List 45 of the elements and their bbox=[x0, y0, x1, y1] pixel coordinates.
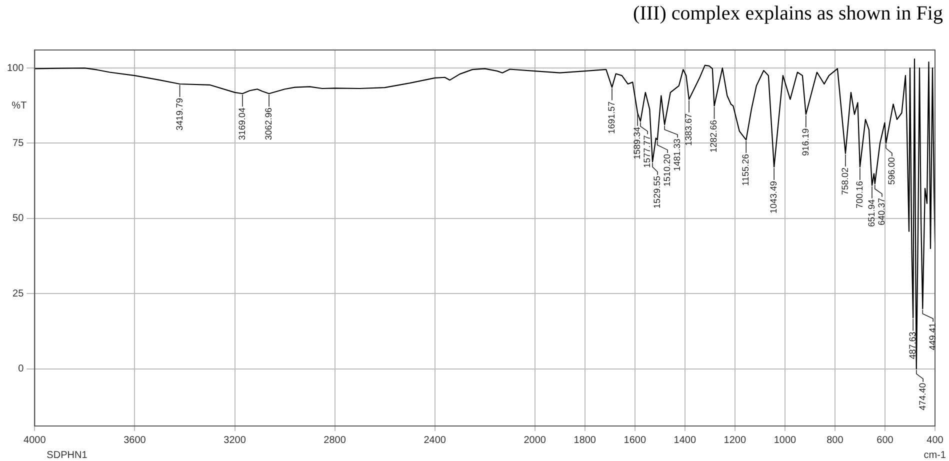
x-tick-label: 1400 bbox=[674, 434, 696, 446]
x-axis-title: cm-1 bbox=[924, 450, 946, 461]
annotation: 758.02 bbox=[840, 167, 850, 196]
annotation: 640.37 bbox=[876, 198, 886, 226]
annotation: 1481.33 bbox=[672, 138, 682, 172]
y-axis-title: %T bbox=[12, 100, 27, 112]
annotation: 487.63 bbox=[908, 332, 918, 360]
annotation: 1510.20 bbox=[662, 154, 672, 186]
annotation: 596.00 bbox=[886, 157, 896, 185]
annotation: 1043.49 bbox=[768, 181, 779, 214]
annotation: 3169.04 bbox=[236, 108, 247, 140]
x-tick-label: 600 bbox=[876, 434, 894, 446]
x-tick-label: 1000 bbox=[774, 434, 797, 446]
annotation: 1691.57 bbox=[606, 101, 616, 134]
annotation: 449.41 bbox=[928, 322, 938, 350]
y-tick-label: 50 bbox=[12, 213, 24, 224]
x-tick-label: 1600 bbox=[624, 434, 646, 446]
annotation: 1577.77 bbox=[642, 135, 652, 168]
annotation: 1589.34 bbox=[632, 126, 642, 160]
x-tick-label: 3200 bbox=[224, 434, 246, 446]
x-tick-label: 1200 bbox=[724, 434, 746, 446]
annotation: 700.16 bbox=[854, 181, 864, 209]
y-tick-label: 0 bbox=[18, 364, 24, 375]
x-tick-label: 1800 bbox=[574, 434, 596, 446]
y-tick-label: 100 bbox=[6, 62, 24, 74]
annotation: 1155.26 bbox=[740, 154, 751, 186]
annotation: 651.94 bbox=[866, 199, 876, 227]
text: (III) complex explains as shown in Fig bbox=[633, 2, 943, 24]
y-tick-label: 25 bbox=[12, 288, 24, 300]
annotation: 474.40 bbox=[918, 382, 928, 410]
y-tick-label: 75 bbox=[12, 138, 24, 149]
x-tick-label: 400 bbox=[926, 434, 944, 446]
annotation: 1529.55 bbox=[652, 176, 662, 208]
text: SDPHN1 bbox=[46, 450, 88, 461]
annotation: 916.19 bbox=[800, 128, 810, 156]
x-tick-label: 2400 bbox=[424, 434, 446, 446]
annotation: 1282.66 bbox=[708, 120, 719, 152]
x-tick-label: 3600 bbox=[124, 434, 146, 446]
x-tick-label: 4000 bbox=[24, 434, 46, 446]
annotation: 3062.96 bbox=[264, 108, 274, 140]
x-tick-label: 800 bbox=[826, 434, 844, 446]
annotation: 1383.67 bbox=[683, 113, 694, 146]
annotation: 3419.79 bbox=[174, 98, 184, 131]
x-tick-label: 2800 bbox=[324, 434, 346, 446]
x-tick-label: 2000 bbox=[524, 434, 546, 446]
